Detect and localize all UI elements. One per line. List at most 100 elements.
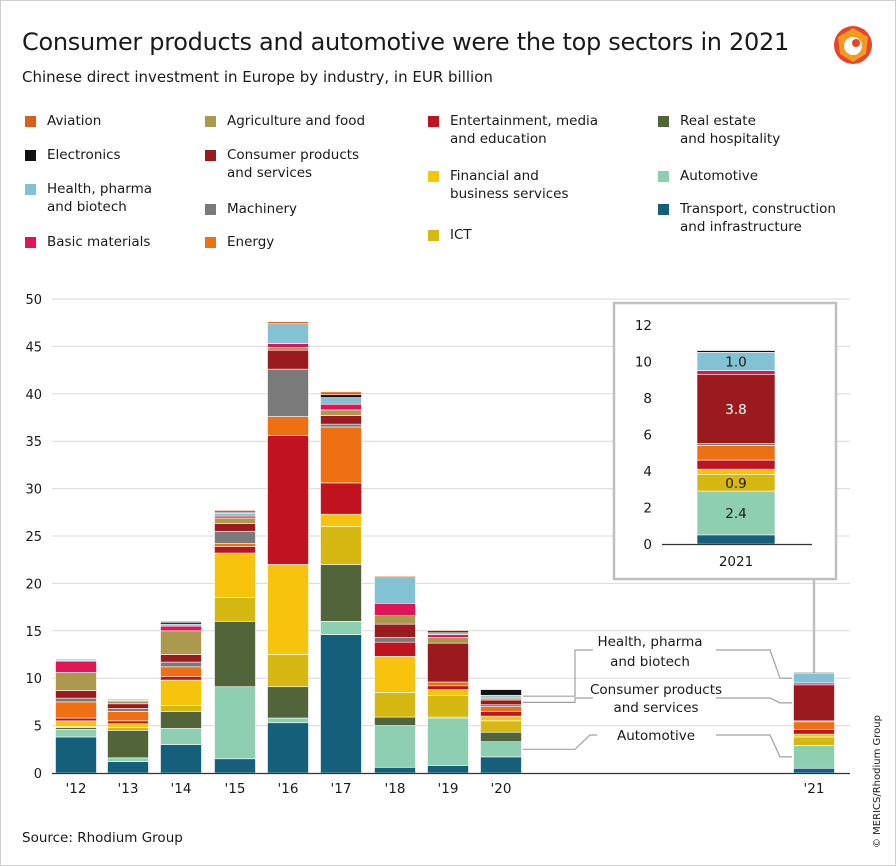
bar-segment-agriculture-and-food bbox=[160, 630, 202, 655]
bar-segment-aviation bbox=[320, 391, 362, 396]
bar-segment-real-estate-and-hospitality bbox=[214, 621, 256, 688]
annotation-health-pharma-and-biotech: Health, pharma and biotech bbox=[523, 634, 792, 697]
bar-segment-real-estate-and-hospitality bbox=[374, 716, 416, 726]
inset-segment-electronics bbox=[696, 350, 776, 353]
bar-stack-13 bbox=[107, 698, 149, 774]
x-tick-label: '12 bbox=[66, 781, 87, 797]
inset-x-tick-label: 2021 bbox=[719, 554, 753, 570]
y-tick-label: 15 bbox=[25, 625, 42, 640]
bar-segment-ict bbox=[107, 727, 149, 731]
y-tick-label: 40 bbox=[25, 388, 42, 403]
bar-segment-agriculture-and-food bbox=[107, 700, 149, 705]
bar-segment-ict bbox=[160, 705, 202, 712]
annotation-leader-left bbox=[523, 649, 593, 697]
bar-segment-real-estate-and-hospitality bbox=[107, 730, 149, 759]
inset-segment-energy bbox=[696, 445, 776, 461]
bar-segment-machinery bbox=[214, 530, 256, 544]
legend-swatch bbox=[658, 116, 669, 127]
legend-label: Electronics bbox=[47, 147, 121, 163]
inset-segment-consumer-products-and-services bbox=[696, 373, 776, 444]
legend-label: Energy bbox=[227, 234, 275, 250]
annotation-label: Health, pharma bbox=[597, 634, 702, 650]
inset-data-label: 1.0 bbox=[725, 355, 746, 371]
legend-label: Transport, construction and infrastructur… bbox=[680, 201, 836, 235]
legend-label: Entertainment, media and education bbox=[450, 113, 599, 147]
bar-segment-entertainment-media-and-education bbox=[427, 685, 469, 690]
bar-segment-energy bbox=[480, 706, 522, 712]
bar-stack-20 bbox=[480, 689, 522, 774]
bar-segment-entertainment-media-and-education bbox=[214, 546, 256, 554]
credit-note: © MERICS/Rhodium Group bbox=[872, 715, 883, 848]
bar-segment-health-pharma-and-biotech bbox=[320, 397, 362, 405]
annotation-leader-right bbox=[716, 734, 792, 758]
bar-segment-entertainment-media-and-education bbox=[160, 676, 202, 681]
bar-segment-agriculture-and-food bbox=[374, 615, 416, 625]
x-tick-label: '19 bbox=[438, 781, 459, 797]
bar-segment-aviation bbox=[374, 575, 416, 578]
legend-swatch bbox=[25, 237, 36, 248]
bar-segment-transport-construction-and-infrastructure bbox=[267, 722, 309, 774]
bar-segment-financial-and-business-services bbox=[55, 720, 97, 727]
legend-swatch bbox=[25, 116, 36, 127]
bar-segment-agriculture-and-food bbox=[427, 637, 469, 644]
bar-stack-17 bbox=[320, 391, 362, 774]
bar-segment-machinery bbox=[267, 368, 309, 417]
legend-swatch bbox=[658, 171, 669, 182]
inset-segment-transport-construction-and-infrastructure bbox=[696, 534, 776, 545]
annotation-consumer-products-and-services: Consumer products and services bbox=[523, 682, 792, 716]
bar-segment-consumer-products-and-services bbox=[374, 623, 416, 638]
bar-segment-transport-construction-and-infrastructure bbox=[374, 767, 416, 774]
annotation-leader-left bbox=[523, 734, 597, 750]
inset-y-tick-label: 6 bbox=[643, 428, 652, 444]
bar-stack-12 bbox=[55, 658, 97, 774]
legend-swatch bbox=[205, 204, 216, 215]
legend-swatch bbox=[25, 150, 36, 161]
bar-segment-transport-construction-and-infrastructure bbox=[793, 767, 835, 774]
legend-label: Automotive bbox=[680, 168, 759, 184]
annotation-label: and biotech bbox=[610, 654, 690, 670]
bar-segment-consumer-products-and-services bbox=[214, 523, 256, 532]
inset-data-label: 0.9 bbox=[725, 476, 746, 492]
bar-segment-health-pharma-and-biotech bbox=[793, 673, 835, 684]
legend-swatch bbox=[205, 150, 216, 161]
legend-label: Machinery bbox=[227, 201, 298, 217]
bar-segment-aviation bbox=[107, 698, 149, 701]
y-tick-label: 30 bbox=[25, 483, 42, 498]
bar-segment-real-estate-and-hospitality bbox=[480, 731, 522, 743]
bar-segment-electronics bbox=[793, 672, 835, 674]
inset-data-label: 2.4 bbox=[725, 506, 746, 522]
bar-segment-transport-construction-and-infrastructure bbox=[427, 765, 469, 774]
bar-segment-energy bbox=[107, 711, 149, 722]
bar-segment-aviation bbox=[427, 629, 469, 632]
bar-segment-energy bbox=[427, 681, 469, 687]
bar-segment-consumer-products-and-services bbox=[160, 654, 202, 663]
bar-segment-basic-materials bbox=[267, 343, 309, 348]
bar-segment-real-estate-and-hospitality bbox=[267, 686, 309, 719]
bar-segment-financial-and-business-services bbox=[793, 733, 835, 738]
annotation-automotive: Automotive bbox=[523, 728, 792, 758]
bar-segment-transport-construction-and-infrastructure bbox=[107, 761, 149, 774]
x-tick-label: '14 bbox=[171, 781, 192, 797]
bar-segment-ict bbox=[320, 526, 362, 565]
bar-segment-basic-materials bbox=[160, 625, 202, 632]
legend-swatch bbox=[658, 204, 669, 215]
x-tick-label: '20 bbox=[491, 781, 512, 797]
legend-swatch bbox=[25, 184, 36, 195]
inset-y-tick-label: 0 bbox=[643, 537, 652, 553]
bar-segment-financial-and-business-services bbox=[160, 679, 202, 706]
bar-segment-entertainment-media-and-education bbox=[107, 720, 149, 725]
bar-segment-ict bbox=[427, 694, 469, 718]
bar-segment-consumer-products-and-services bbox=[320, 415, 362, 425]
bar-segment-real-estate-and-hospitality bbox=[160, 711, 202, 729]
bar-segment-transport-construction-and-infrastructure bbox=[214, 758, 256, 774]
bar-segment-health-pharma-and-biotech bbox=[214, 512, 256, 517]
bar-segment-energy bbox=[214, 543, 256, 547]
legend-label: Financial and business services bbox=[450, 168, 569, 202]
bar-segment-aviation bbox=[55, 658, 97, 661]
bar-segment-ict bbox=[374, 692, 416, 718]
bar-segment-financial-and-business-services bbox=[427, 689, 469, 696]
bar-segment-agriculture-and-food bbox=[214, 517, 256, 524]
bar-segment-agriculture-and-food bbox=[55, 672, 97, 691]
annotation-label: Consumer products bbox=[590, 682, 722, 698]
bar-segment-entertainment-media-and-education bbox=[320, 482, 362, 515]
